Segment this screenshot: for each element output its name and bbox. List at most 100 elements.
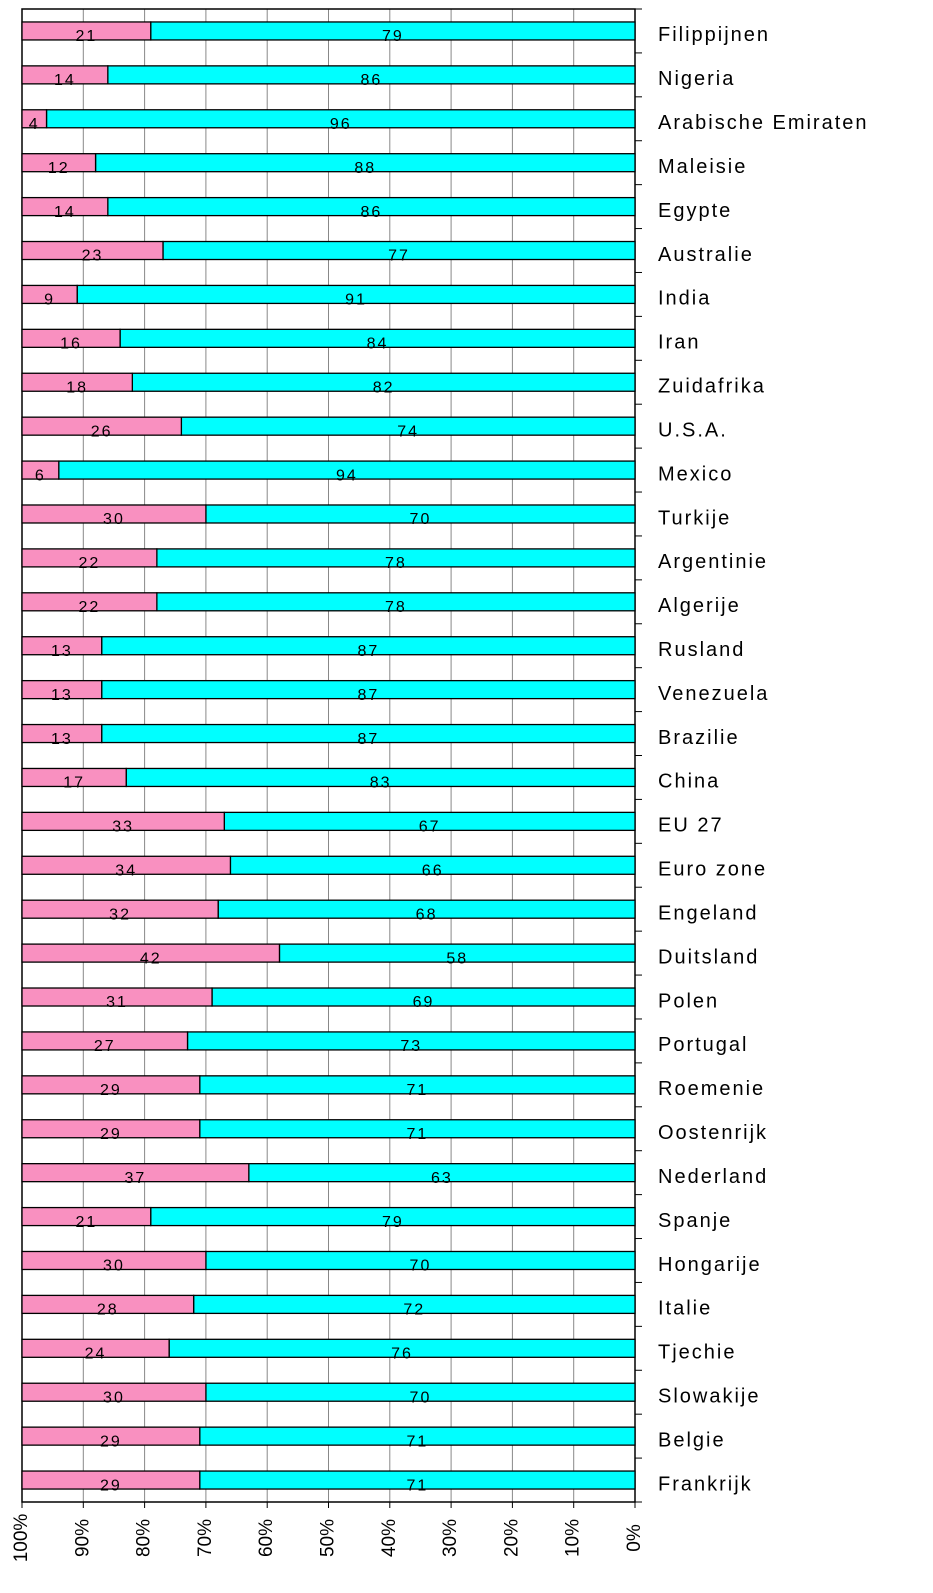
bar-segment bbox=[21, 1031, 189, 1051]
category-label: Roemenie bbox=[658, 1078, 765, 1100]
bar-segment bbox=[21, 1294, 195, 1315]
data-label: 79 bbox=[382, 1214, 404, 1231]
data-label: 9 bbox=[44, 292, 55, 309]
category-label: Argentinie bbox=[658, 551, 768, 573]
data-label: 32 bbox=[109, 906, 131, 923]
bar-segment bbox=[21, 1163, 250, 1183]
bar-segment bbox=[21, 1382, 207, 1402]
category-label: Venezuela bbox=[658, 683, 769, 705]
category-label: Brazilie bbox=[658, 727, 740, 749]
data-label: 23 bbox=[82, 248, 104, 265]
category-label: Polen bbox=[658, 990, 719, 1012]
category-label: China bbox=[658, 771, 720, 793]
category-label: Rusland bbox=[658, 639, 745, 661]
category-label: Filippijnen bbox=[658, 24, 770, 46]
bar-segment bbox=[21, 899, 219, 919]
bar-segment bbox=[21, 416, 183, 436]
data-label: 12 bbox=[48, 160, 70, 177]
data-label: 71 bbox=[406, 1126, 428, 1143]
data-label: 87 bbox=[357, 643, 379, 660]
bar-segment bbox=[21, 1470, 201, 1490]
bar-segment bbox=[21, 284, 78, 305]
data-label: 42 bbox=[140, 950, 162, 967]
bar-segment bbox=[21, 1338, 170, 1358]
bar-segment bbox=[21, 240, 164, 261]
category-label: Belgie bbox=[658, 1429, 726, 1451]
category-label: Iran bbox=[658, 332, 700, 354]
data-label: 18 bbox=[66, 379, 88, 396]
category-label: Nederland bbox=[658, 1166, 768, 1188]
data-label: 14 bbox=[54, 204, 76, 221]
bar-segment bbox=[21, 65, 109, 85]
data-label: 30 bbox=[103, 1258, 125, 1275]
category-label: U.S.A. bbox=[658, 419, 728, 441]
bar-segment bbox=[21, 548, 158, 568]
data-label: 74 bbox=[397, 423, 419, 440]
data-label: 29 bbox=[100, 1477, 122, 1494]
category-label: Spanje bbox=[658, 1210, 732, 1232]
data-label: 26 bbox=[91, 423, 113, 440]
category-label: Australie bbox=[658, 244, 754, 266]
data-label: 72 bbox=[403, 1302, 425, 1319]
bar-segment bbox=[21, 196, 109, 217]
bar-segment bbox=[21, 767, 127, 788]
data-label: 21 bbox=[75, 28, 97, 45]
category-label: EU 27 bbox=[658, 815, 724, 837]
bar-segment bbox=[21, 1119, 201, 1139]
category-label: Algerije bbox=[658, 595, 741, 617]
data-label: 31 bbox=[106, 994, 128, 1011]
data-label: 14 bbox=[54, 72, 76, 89]
data-label: 22 bbox=[79, 555, 101, 572]
data-label: 29 bbox=[100, 1126, 122, 1143]
category-label: Mexico bbox=[658, 463, 733, 485]
bar-segment bbox=[21, 1075, 201, 1095]
category-label: Slowakije bbox=[658, 1386, 760, 1408]
bar-segment bbox=[21, 372, 133, 392]
bar-segment bbox=[21, 679, 103, 700]
bar-segment bbox=[21, 1426, 201, 1446]
category-label: Duitsland bbox=[658, 946, 759, 968]
x-tick-label: 90% bbox=[72, 1519, 93, 1557]
data-label: 96 bbox=[330, 116, 352, 133]
category-label: Euro zone bbox=[658, 859, 767, 881]
data-label: 70 bbox=[410, 1389, 432, 1406]
data-label: 68 bbox=[416, 906, 438, 923]
bar-segment bbox=[21, 21, 152, 41]
category-label: Hongarije bbox=[658, 1254, 762, 1276]
data-label: 78 bbox=[385, 599, 407, 616]
data-label: 79 bbox=[382, 28, 404, 45]
data-label: 27 bbox=[94, 1038, 116, 1055]
data-label: 66 bbox=[422, 862, 444, 879]
data-label: 78 bbox=[385, 555, 407, 572]
data-label: 17 bbox=[63, 775, 85, 792]
bar-segment bbox=[21, 723, 103, 744]
bar-segment bbox=[21, 328, 121, 348]
data-label: 91 bbox=[345, 292, 367, 309]
data-label: 71 bbox=[406, 1477, 428, 1494]
bar-segment bbox=[21, 943, 281, 963]
data-label: 73 bbox=[400, 1038, 422, 1055]
category-label: India bbox=[658, 288, 711, 310]
data-label: 21 bbox=[75, 1214, 97, 1231]
data-label: 86 bbox=[361, 72, 383, 89]
category-label: Frankrijk bbox=[658, 1473, 753, 1495]
bar-segment bbox=[21, 855, 232, 875]
bar-segment bbox=[21, 460, 60, 480]
bar-segment bbox=[21, 987, 213, 1007]
x-tick-label: 100% bbox=[11, 1514, 32, 1563]
category-label: Tjechie bbox=[658, 1342, 736, 1364]
data-label: 83 bbox=[370, 775, 392, 792]
x-tick-label: 60% bbox=[256, 1519, 277, 1557]
category-label: Zuidafrika bbox=[658, 376, 766, 398]
data-label: 67 bbox=[419, 819, 441, 836]
bar-segment bbox=[21, 592, 158, 612]
data-label: 88 bbox=[354, 160, 376, 177]
x-tick-label: 40% bbox=[379, 1519, 400, 1557]
category-label: Oostenrijk bbox=[658, 1122, 768, 1144]
category-label: Egypte bbox=[658, 200, 732, 222]
x-tick-label: 0% bbox=[624, 1524, 645, 1552]
bar-segment bbox=[21, 1250, 207, 1271]
data-label: 86 bbox=[361, 204, 383, 221]
